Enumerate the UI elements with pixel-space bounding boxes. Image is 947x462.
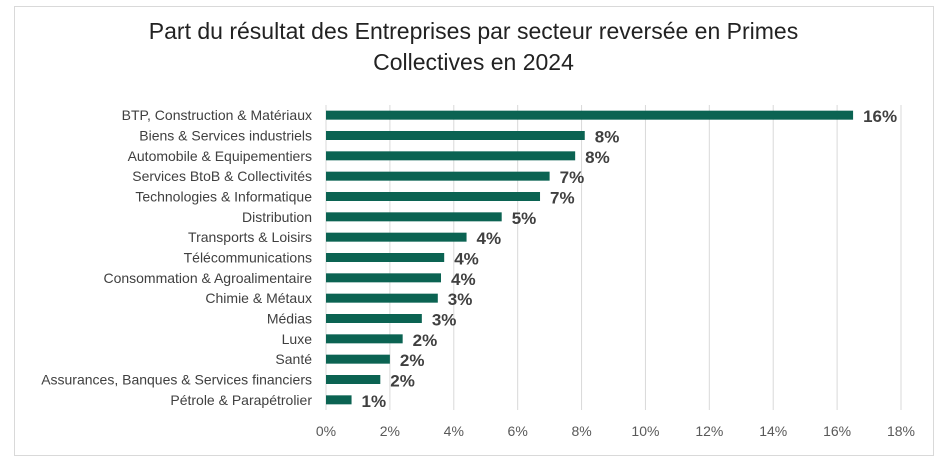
x-tick-label: 2% [380, 423, 400, 439]
category-label: Consommation & Agroalimentaire [103, 270, 312, 286]
x-tick-label: 4% [444, 423, 464, 439]
category-label: Distribution [242, 209, 312, 225]
data-label: 2% [400, 351, 425, 370]
bar [326, 253, 445, 262]
x-tick-label: 10% [631, 423, 659, 439]
data-label: 7% [550, 189, 575, 208]
bar [326, 131, 585, 140]
category-label: Télécommunications [184, 250, 312, 266]
chart-title-line-2: Collectives en 2024 [373, 49, 574, 75]
bar [326, 151, 576, 161]
category-label: Pétrole & Parapétrolier [170, 392, 312, 408]
x-tick-label: 16% [823, 423, 851, 439]
data-label: 3% [432, 311, 457, 330]
data-label: 5% [512, 209, 537, 228]
bar [326, 212, 502, 222]
category-label: Assurances, Banques & Services financier… [41, 372, 312, 388]
chart-title-line-1: Part du résultat des Entreprises par sec… [148, 18, 799, 44]
bar [326, 171, 550, 181]
bar [326, 273, 441, 283]
data-label: 7% [560, 168, 585, 187]
category-label: Santé [275, 351, 312, 367]
bar [326, 375, 381, 384]
bar [326, 293, 438, 303]
category-label: Biens & Services industriels [139, 128, 312, 144]
data-label: 4% [477, 229, 502, 248]
chart-frame [14, 6, 934, 456]
bar [326, 110, 854, 120]
x-tick-label: 8% [571, 423, 591, 439]
x-tick-label: 18% [887, 423, 915, 439]
data-label: 1% [362, 392, 387, 411]
data-label: 16% [863, 107, 897, 126]
bar [326, 334, 403, 344]
data-label: 4% [454, 250, 479, 269]
chart-title: Part du résultat des Entreprises par sec… [0, 16, 947, 78]
data-label: 3% [448, 290, 473, 309]
data-label: 2% [413, 331, 438, 350]
category-label: Automobile & Equipementiers [128, 148, 312, 164]
category-label: Technologies & Informatique [135, 189, 312, 205]
data-label: 8% [595, 128, 620, 147]
x-tick-label: 6% [508, 423, 528, 439]
category-label: BTP, Construction & Matériaux [122, 107, 312, 123]
category-label: Chimie & Métaux [205, 290, 312, 306]
x-tick-label: 14% [759, 423, 787, 439]
category-label: Luxe [282, 331, 313, 347]
x-tick-label: 0% [316, 423, 336, 439]
bar [326, 395, 352, 405]
x-tick-label: 12% [695, 423, 723, 439]
data-label: 2% [390, 372, 415, 391]
category-label: Transports & Loisirs [188, 229, 312, 245]
category-label: Médias [267, 311, 312, 327]
category-label: Services BtoB & Collectivités [132, 168, 312, 184]
bar [326, 354, 390, 364]
bar [326, 192, 541, 201]
bar [326, 232, 467, 242]
bar [326, 314, 422, 323]
data-label: 8% [585, 148, 610, 167]
data-label: 4% [451, 270, 476, 289]
